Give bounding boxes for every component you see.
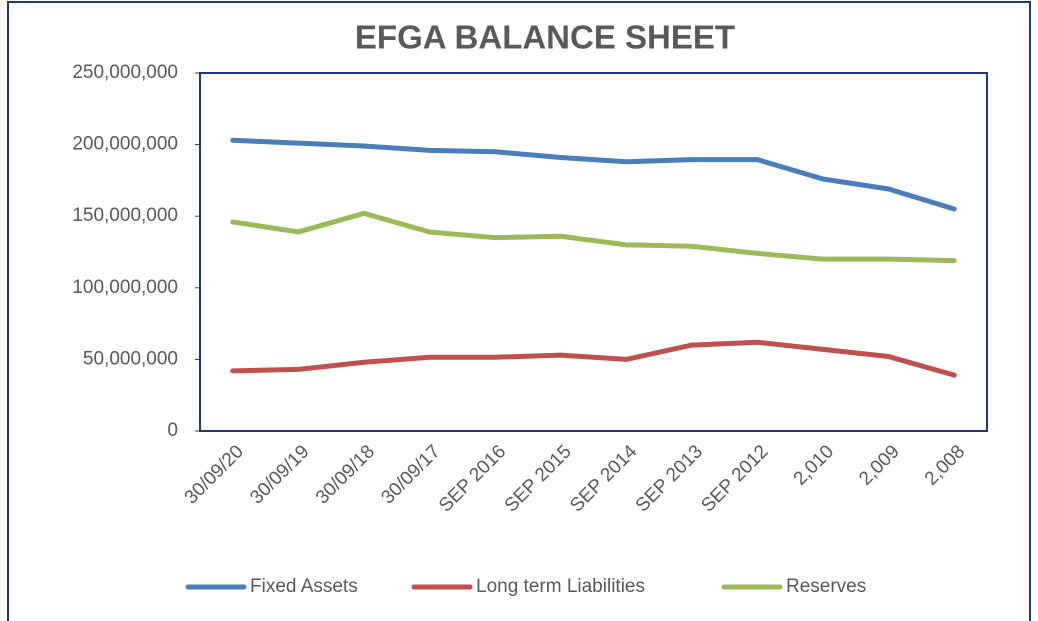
- y-tick-label: 0: [167, 420, 178, 441]
- x-tick-label: SEP 2013: [632, 441, 707, 516]
- x-tick-label: SEP 2016: [435, 441, 510, 516]
- x-tick-label: 30/09/19: [246, 441, 313, 508]
- x-tick-label: 30/09/20: [181, 441, 248, 508]
- series-line: [230, 137, 957, 212]
- series-line: [230, 210, 957, 264]
- chart-title: EFGA BALANCE SHEET: [355, 19, 735, 56]
- x-tick-label: SEP 2014: [566, 441, 641, 516]
- plot-area: [199, 72, 988, 432]
- x-tick-label: 2,010: [790, 441, 838, 489]
- legend-label: Fixed Assets: [250, 576, 358, 597]
- x-tick-label: 2,008: [921, 441, 969, 489]
- y-tick-label: 150,000,000: [72, 205, 178, 226]
- x-tick-label: SEP 2015: [501, 441, 576, 516]
- y-tick-label: 100,000,000: [72, 277, 178, 298]
- x-tick-label: 30/09/17: [377, 441, 444, 508]
- x-tick-label: SEP 2012: [697, 441, 772, 516]
- series-line: [230, 339, 957, 378]
- y-tick-label: 200,000,000: [72, 134, 178, 155]
- legend-label: Reserves: [786, 576, 866, 597]
- legend-label: Long term Liabilities: [476, 576, 645, 597]
- x-tick-label: 2,009: [855, 441, 903, 489]
- chart-border: [7, 1, 1031, 621]
- y-tick-label: 50,000,000: [83, 348, 178, 369]
- y-tick-label: 250,000,000: [72, 62, 178, 83]
- x-tick-label: 30/09/18: [312, 441, 379, 508]
